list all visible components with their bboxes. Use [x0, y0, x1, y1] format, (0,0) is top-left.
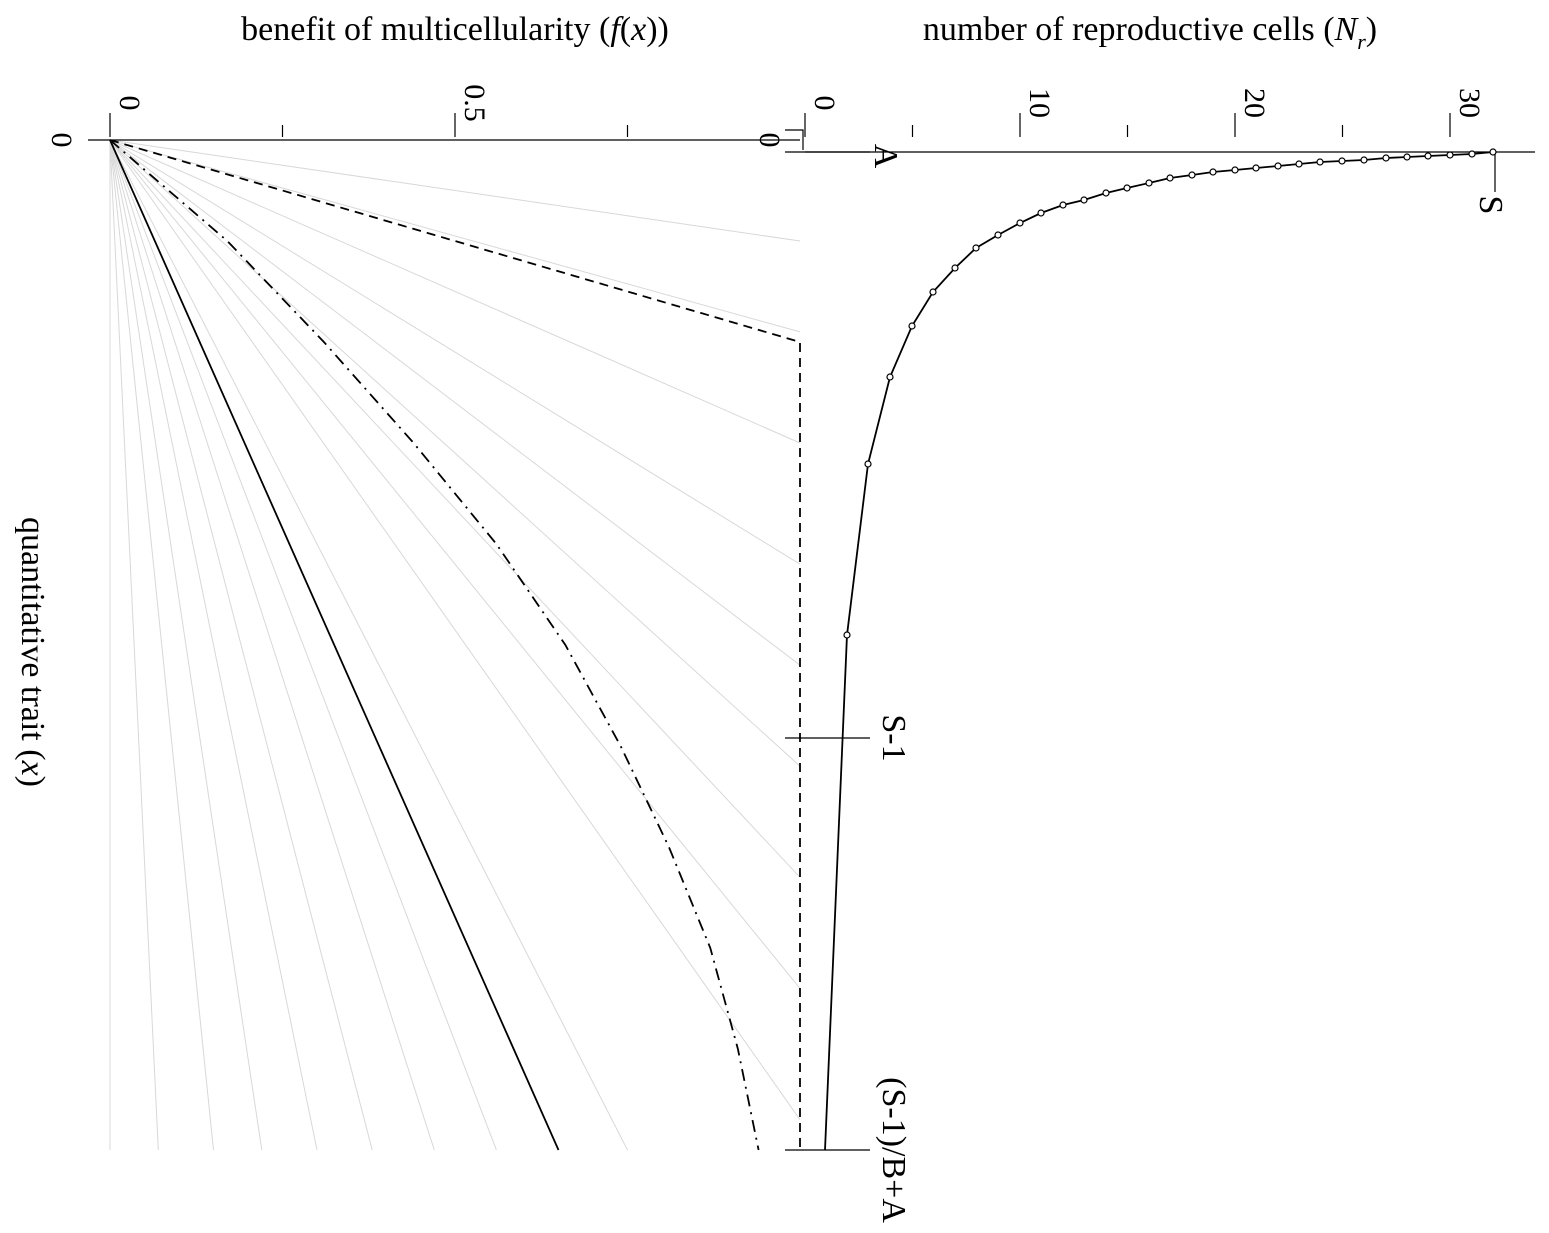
nr-point-26: [929, 288, 937, 296]
gridline-14: [109, 139, 801, 666]
nr-point-2: [1446, 151, 1454, 159]
gridline-13: [109, 139, 801, 767]
nr-point-24: [972, 244, 980, 252]
nr-point-5: [1382, 154, 1390, 162]
nr-point-13: [1209, 168, 1217, 176]
gridline-11: [109, 139, 801, 989]
gridline-12: [109, 139, 801, 878]
nr-point-28: [886, 373, 894, 381]
nr-point-25: [951, 264, 959, 272]
nr-point-0: [1489, 148, 1497, 156]
nr-point-29: [864, 460, 872, 468]
gridline-10: [109, 139, 801, 1120]
nr-point-8: [1316, 158, 1324, 166]
gridline-15: [109, 139, 801, 565]
marker-label-sb: (S-1)/B+A: [875, 1077, 912, 1223]
nr-curve: [824, 151, 1494, 1151]
nr-point-27: [908, 322, 916, 330]
gridline-6: [109, 139, 435, 1151]
nr-point-21: [1037, 209, 1045, 217]
gridline-4: [109, 139, 318, 1151]
nr-point-10: [1274, 162, 1282, 170]
nr-point-6: [1360, 156, 1368, 164]
benefit-tick-label-0: 0: [113, 96, 146, 111]
nr-point-11: [1252, 164, 1260, 172]
nr-point-1: [1468, 150, 1476, 158]
gridline-16: [109, 139, 801, 444]
nr-point-19: [1080, 196, 1088, 204]
gridline-2: [109, 139, 214, 1151]
marker-label-s1: S-1: [875, 714, 912, 761]
nr-point-17: [1123, 184, 1131, 192]
benefit-curves: 0 0.50: [45, 84, 801, 1151]
gridline-17: [109, 139, 801, 333]
gridline-7: [109, 139, 497, 1151]
benefit-curve-solid: [109, 139, 560, 1151]
nr-zero-label: 0: [753, 133, 786, 148]
nr-point-23: [994, 231, 1002, 239]
trait-tick-label-0: 0: [45, 133, 78, 148]
gridline-fan: [109, 139, 801, 1151]
reproductive-cells-chart: 0 10 20 30 0 A S S-1 (S-1)/B+A: [753, 88, 1535, 1223]
nr-point-22: [1016, 219, 1024, 227]
y-axis-title-benefit: benefit of multicellularity (f(x)): [241, 11, 669, 48]
nr-point-18: [1102, 189, 1110, 197]
gridline-5: [109, 139, 373, 1151]
nr-point-15: [1166, 174, 1174, 182]
nr-tick-label-3: 30: [1453, 88, 1486, 118]
y-axis-title-reproductive-cells: number of reproductive cells (Nr): [923, 11, 1377, 54]
benefit-curve-dash-dot: [109, 139, 760, 1151]
x-axis-title: quantitative trait (x): [14, 517, 51, 787]
nr-tick-label-0: 0: [808, 96, 841, 111]
nr-point-14: [1188, 171, 1196, 179]
marker-label-a: A: [867, 144, 904, 169]
nr-point-3: [1424, 152, 1432, 160]
nr-tick-label-2: 20: [1238, 88, 1271, 118]
nr-origin-corner: [785, 129, 804, 150]
nr-point-12: [1231, 166, 1239, 174]
nr-point-20: [1059, 201, 1067, 209]
benefit-tick-label-1: 0.5: [458, 84, 491, 122]
nr-point-30: [843, 631, 851, 639]
marker-label-s: S: [1472, 196, 1509, 215]
gridline-1: [109, 139, 159, 1151]
nr-point-16: [1145, 179, 1153, 187]
nr-point-9: [1295, 160, 1303, 168]
gridline-9: [109, 139, 628, 1151]
nr-tick-label-1: 10: [1023, 88, 1056, 118]
nr-point-7: [1338, 157, 1346, 165]
gridline-18: [109, 139, 801, 242]
nr-point-4: [1403, 153, 1411, 161]
gridline-3: [109, 139, 263, 1151]
